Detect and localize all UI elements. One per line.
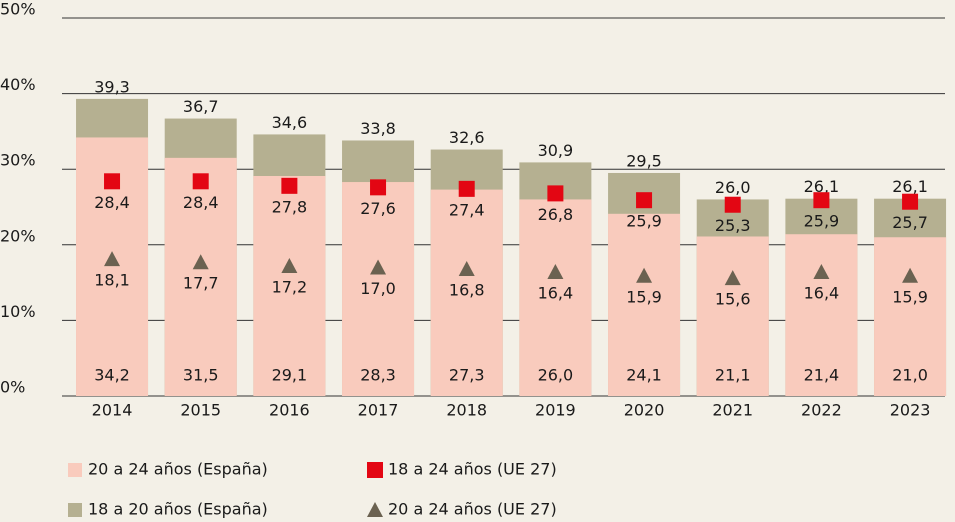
y-tick-label: 10%: [0, 302, 36, 321]
data-label: 24,1: [626, 366, 662, 385]
marker: [192, 254, 209, 270]
bar: [164, 157, 237, 396]
legend-swatch: [68, 463, 82, 477]
marker: [281, 257, 298, 273]
bar: [430, 189, 503, 396]
data-label: 33,8: [360, 119, 396, 138]
data-label: 32,6: [449, 128, 485, 147]
legend-swatch: [367, 462, 383, 478]
data-label: 27,3: [449, 366, 485, 385]
data-label: 29,1: [272, 366, 308, 385]
data-label: 27,4: [449, 200, 485, 219]
data-label: 15,9: [892, 287, 928, 306]
data-label: 27,6: [360, 199, 396, 218]
bar: [519, 199, 592, 396]
legend-swatch: [367, 502, 383, 517]
data-label: 16,4: [538, 284, 574, 303]
data-label: 17,2: [272, 277, 308, 296]
marker: [458, 180, 475, 197]
x-tick-label: 2020: [624, 401, 665, 420]
legend-label: 20 a 24 años (España): [88, 460, 268, 479]
data-label: 21,4: [804, 366, 840, 385]
marker: [813, 264, 830, 280]
data-label: 18,1: [94, 271, 130, 290]
data-label: 26,0: [715, 178, 751, 197]
bar: [874, 237, 947, 396]
marker: [724, 196, 741, 213]
bar: [785, 234, 858, 396]
x-tick-label: 2015: [180, 401, 221, 420]
y-tick-label: 40%: [0, 75, 36, 94]
data-label: 25,9: [804, 212, 840, 231]
data-label: 25,3: [715, 216, 751, 235]
data-label: 26,1: [804, 177, 840, 196]
marker: [547, 185, 564, 202]
marker: [902, 193, 919, 210]
marker: [902, 267, 919, 283]
x-tick-label: 2022: [801, 401, 842, 420]
legend-label: 20 a 24 años (UE 27): [388, 500, 557, 519]
data-label: 26,0: [538, 366, 574, 385]
bar: [608, 213, 681, 396]
x-tick-label: 2014: [92, 401, 133, 420]
marker: [104, 173, 121, 190]
x-tick-label: 2023: [890, 401, 931, 420]
data-label: 28,4: [183, 193, 219, 212]
x-tick-label: 2016: [269, 401, 310, 420]
marker: [724, 270, 741, 286]
marker: [547, 264, 564, 280]
data-label: 34,6: [272, 113, 308, 132]
marker: [636, 192, 653, 209]
data-label: 39,3: [94, 77, 130, 96]
data-label: 28,4: [94, 193, 130, 212]
data-label: 17,7: [183, 274, 219, 293]
data-label: 25,7: [892, 213, 928, 232]
x-tick-label: 2018: [446, 401, 487, 420]
legend-swatch: [68, 503, 82, 517]
y-tick-label: 30%: [0, 151, 36, 170]
legend-label: 18 a 20 años (España): [88, 500, 268, 519]
y-tick-label: 50%: [0, 0, 36, 19]
data-label: 28,3: [360, 366, 396, 385]
data-label: 26,1: [892, 177, 928, 196]
data-label: 26,8: [538, 205, 574, 224]
legend-label: 18 a 24 años (UE 27): [388, 460, 557, 479]
data-label: 15,6: [715, 290, 751, 309]
data-label: 25,9: [626, 212, 662, 231]
marker: [281, 177, 298, 194]
data-label: 29,5: [626, 151, 662, 170]
data-label: 21,1: [715, 366, 751, 385]
data-label: 17,0: [360, 279, 396, 298]
marker: [370, 179, 387, 196]
data-label: 16,4: [804, 284, 840, 303]
marker: [192, 173, 209, 190]
x-tick-label: 2021: [712, 401, 753, 420]
x-tick-label: 2019: [535, 401, 576, 420]
marker: [458, 260, 475, 276]
y-tick-label: 0%: [0, 378, 25, 397]
data-label: 36,7: [183, 97, 219, 116]
bar: [253, 176, 326, 396]
data-label: 30,9: [538, 141, 574, 160]
marker: [370, 259, 387, 275]
y-tick-label: 20%: [0, 226, 36, 245]
data-label: 16,8: [449, 280, 485, 299]
bar: [342, 182, 415, 396]
data-label: 27,8: [272, 197, 308, 216]
data-label: 31,5: [183, 366, 219, 385]
marker: [813, 192, 830, 209]
x-tick-label: 2017: [358, 401, 399, 420]
data-label: 21,0: [892, 366, 928, 385]
marker: [104, 251, 121, 267]
data-label: 34,2: [94, 366, 130, 385]
bar: [696, 236, 769, 396]
marker: [636, 267, 653, 283]
data-label: 15,9: [626, 287, 662, 306]
